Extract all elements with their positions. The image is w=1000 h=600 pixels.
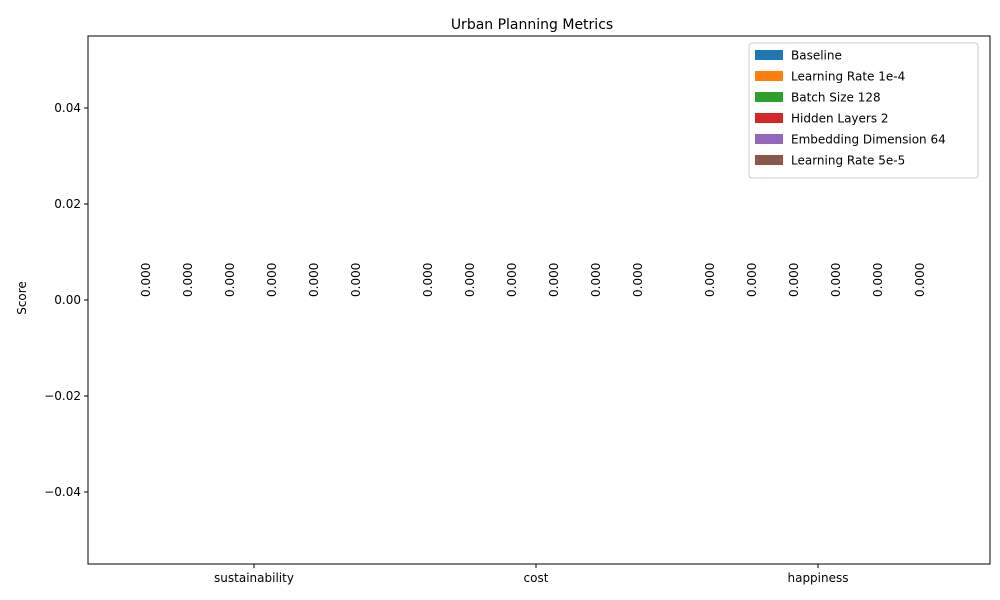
- y-tick-label: 0.00: [54, 293, 81, 307]
- legend-entry: Baseline: [791, 49, 842, 63]
- legend-entry: Hidden Layers 2: [791, 112, 889, 126]
- data-label: 0.000: [463, 263, 477, 297]
- data-label: 0.000: [349, 263, 363, 297]
- data-label: 0.000: [745, 263, 759, 297]
- data-label: 0.000: [589, 263, 603, 297]
- data-label: 0.000: [631, 263, 645, 297]
- legend-box: [748, 42, 979, 179]
- x-tick-label: cost: [524, 571, 549, 585]
- data-label: 0.000: [421, 263, 435, 297]
- data-label: 0.000: [547, 263, 561, 297]
- plot-area: −0.04 −0.02 0.00 0.02 0.04 sustainability cost…: [44, 35, 991, 585]
- data-label: 0.000: [787, 263, 801, 297]
- legend-swatch: [755, 134, 783, 144]
- y-axis-label: Score: [15, 281, 29, 315]
- x-tick-label: happiness: [787, 571, 848, 585]
- data-label: 0.000: [703, 263, 717, 297]
- data-label: 0.000: [307, 263, 321, 297]
- data-label: 0.000: [829, 263, 843, 297]
- data-label: 0.000: [265, 263, 279, 297]
- chart-title: Urban Planning Metrics: [451, 17, 613, 33]
- data-label: 0.000: [505, 263, 519, 297]
- data-label: 0.000: [181, 263, 195, 297]
- data-label: 0.000: [223, 263, 237, 297]
- legend-swatch: [755, 50, 783, 60]
- legend-swatch: [755, 92, 783, 102]
- legend-swatch: [755, 113, 783, 123]
- legend-swatch: [755, 155, 783, 165]
- legend-entry: Batch Size 128: [791, 91, 881, 105]
- data-label: 0.000: [871, 263, 885, 297]
- data-label: 0.000: [913, 263, 927, 297]
- y-tick-label: 0.04: [54, 101, 81, 115]
- legend-entry: Embedding Dimension 64: [791, 133, 946, 147]
- y-tick-label: −0.02: [44, 389, 81, 403]
- legend-entry: Learning Rate 1e-4: [791, 70, 905, 84]
- y-tick-label: −0.04: [44, 485, 81, 499]
- x-tick-label: sustainability: [214, 571, 294, 585]
- y-tick-label: 0.02: [54, 197, 81, 211]
- legend-entry: Learning Rate 5e-5: [791, 154, 905, 168]
- legend-swatch: [755, 71, 783, 81]
- data-label: 0.000: [139, 263, 153, 297]
